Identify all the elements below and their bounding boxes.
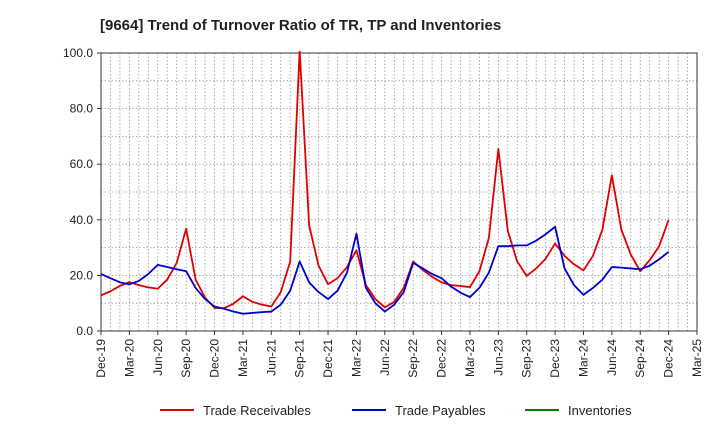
x-tick-label: Sep-21 — [293, 339, 307, 378]
x-tick-label: Mar-23 — [463, 339, 477, 377]
series-lines — [101, 51, 670, 315]
y-tick-label: 0.0 — [76, 324, 93, 338]
y-tick-label: 80.0 — [70, 102, 94, 116]
x-tick-label: Jun-24 — [605, 339, 619, 376]
x-tick-label: Jun-20 — [151, 339, 165, 376]
x-tick-label: Mar-20 — [122, 339, 136, 377]
x-tick-label: Jun-21 — [264, 339, 278, 376]
plot-frame — [100, 52, 698, 332]
x-tick-label: Dec-20 — [208, 339, 222, 378]
x-tick-label: Dec-19 — [94, 339, 108, 378]
series-line-trade-receivables — [101, 51, 670, 310]
y-tick-label: 60.0 — [70, 157, 94, 171]
x-tick-label: Sep-23 — [520, 339, 534, 378]
x-tick-label: Mar-22 — [349, 339, 363, 377]
x-tick-label: Dec-24 — [662, 339, 676, 378]
legend-label-trade-payables: Trade Payables — [395, 403, 486, 418]
y-tick-label: 100.0 — [63, 46, 93, 60]
chart-title: [9664] Trend of Turnover Ratio of TR, TP… — [100, 17, 501, 34]
axes: 0.0 20.0 40.0 60.0 80.0 100.0 Dec-19 Mar-20 Jun-… — [63, 46, 704, 378]
grid — [100, 52, 698, 332]
x-tick-label: Mar-24 — [576, 339, 590, 377]
series-line-trade-payables — [101, 225, 670, 315]
legend-label-trade-receivables: Trade Receivables — [203, 403, 311, 418]
x-tick-label: Dec-23 — [548, 339, 562, 378]
y-tick-label: 40.0 — [70, 213, 94, 227]
x-tick-label: Mar-25 — [690, 339, 704, 377]
x-tick-label: Mar-21 — [236, 339, 250, 377]
x-tick-label: Sep-22 — [406, 339, 420, 378]
legend-label-inventories: Inventories — [568, 403, 632, 418]
x-tick-label: Sep-20 — [179, 339, 193, 378]
x-tick-label: Jun-23 — [491, 339, 505, 376]
x-tick-label: Jun-22 — [378, 339, 392, 376]
y-tick-label: 20.0 — [70, 268, 94, 282]
x-tick-label: Dec-21 — [321, 339, 335, 378]
legend: Trade Receivables Trade Payables Inventori… — [160, 403, 632, 418]
x-tick-label: Dec-22 — [435, 339, 449, 378]
x-tick-label: Sep-24 — [633, 339, 647, 378]
